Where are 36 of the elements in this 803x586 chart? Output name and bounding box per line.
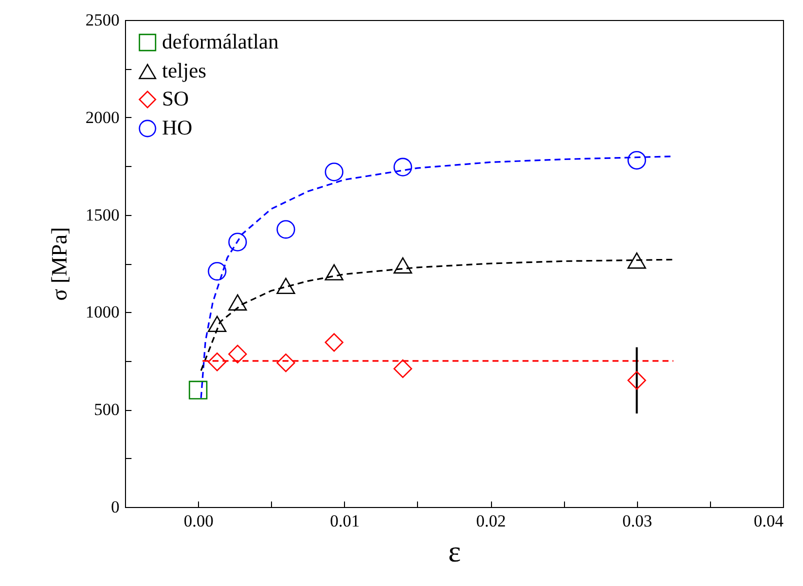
- point: [188, 380, 208, 400]
- point: [228, 344, 247, 364]
- point: [228, 232, 247, 252]
- point: [276, 354, 296, 372]
- x-axis-title: ε: [448, 536, 461, 568]
- point: [394, 257, 412, 274]
- y-tick-label: 1000: [86, 302, 120, 322]
- point: [208, 352, 226, 372]
- x-tick-label: 0.03: [622, 512, 652, 530]
- legend-label: SO: [162, 86, 189, 110]
- legend-label: deformálatlan: [162, 30, 280, 54]
- point: [228, 294, 247, 311]
- point: [324, 162, 344, 182]
- x-tick-label: 0.04: [754, 512, 784, 530]
- y-tick-label: 2500: [86, 10, 120, 30]
- point: [627, 371, 646, 390]
- x-tick-label: 0.00: [184, 512, 214, 530]
- point: [276, 220, 296, 239]
- point: [627, 150, 646, 170]
- point: [208, 262, 226, 281]
- point: [394, 359, 412, 378]
- legend-label: teljes: [162, 58, 206, 82]
- legend-label: HO: [162, 116, 192, 140]
- x-tick-label: 0.02: [476, 512, 506, 530]
- point: [208, 316, 226, 332]
- point: [394, 158, 412, 176]
- y-tick-label: 2000: [86, 108, 120, 127]
- y-tick-label: 0: [111, 498, 120, 516]
- x-tick-label: 0.01: [330, 512, 360, 530]
- point: [627, 252, 646, 269]
- point: [324, 333, 344, 352]
- point: [276, 278, 296, 294]
- y-tick-label: 500: [94, 400, 120, 420]
- point: [324, 264, 344, 280]
- y-tick-label: 1500: [86, 205, 120, 224]
- y-axis-title: σ [MPa]: [46, 227, 72, 301]
